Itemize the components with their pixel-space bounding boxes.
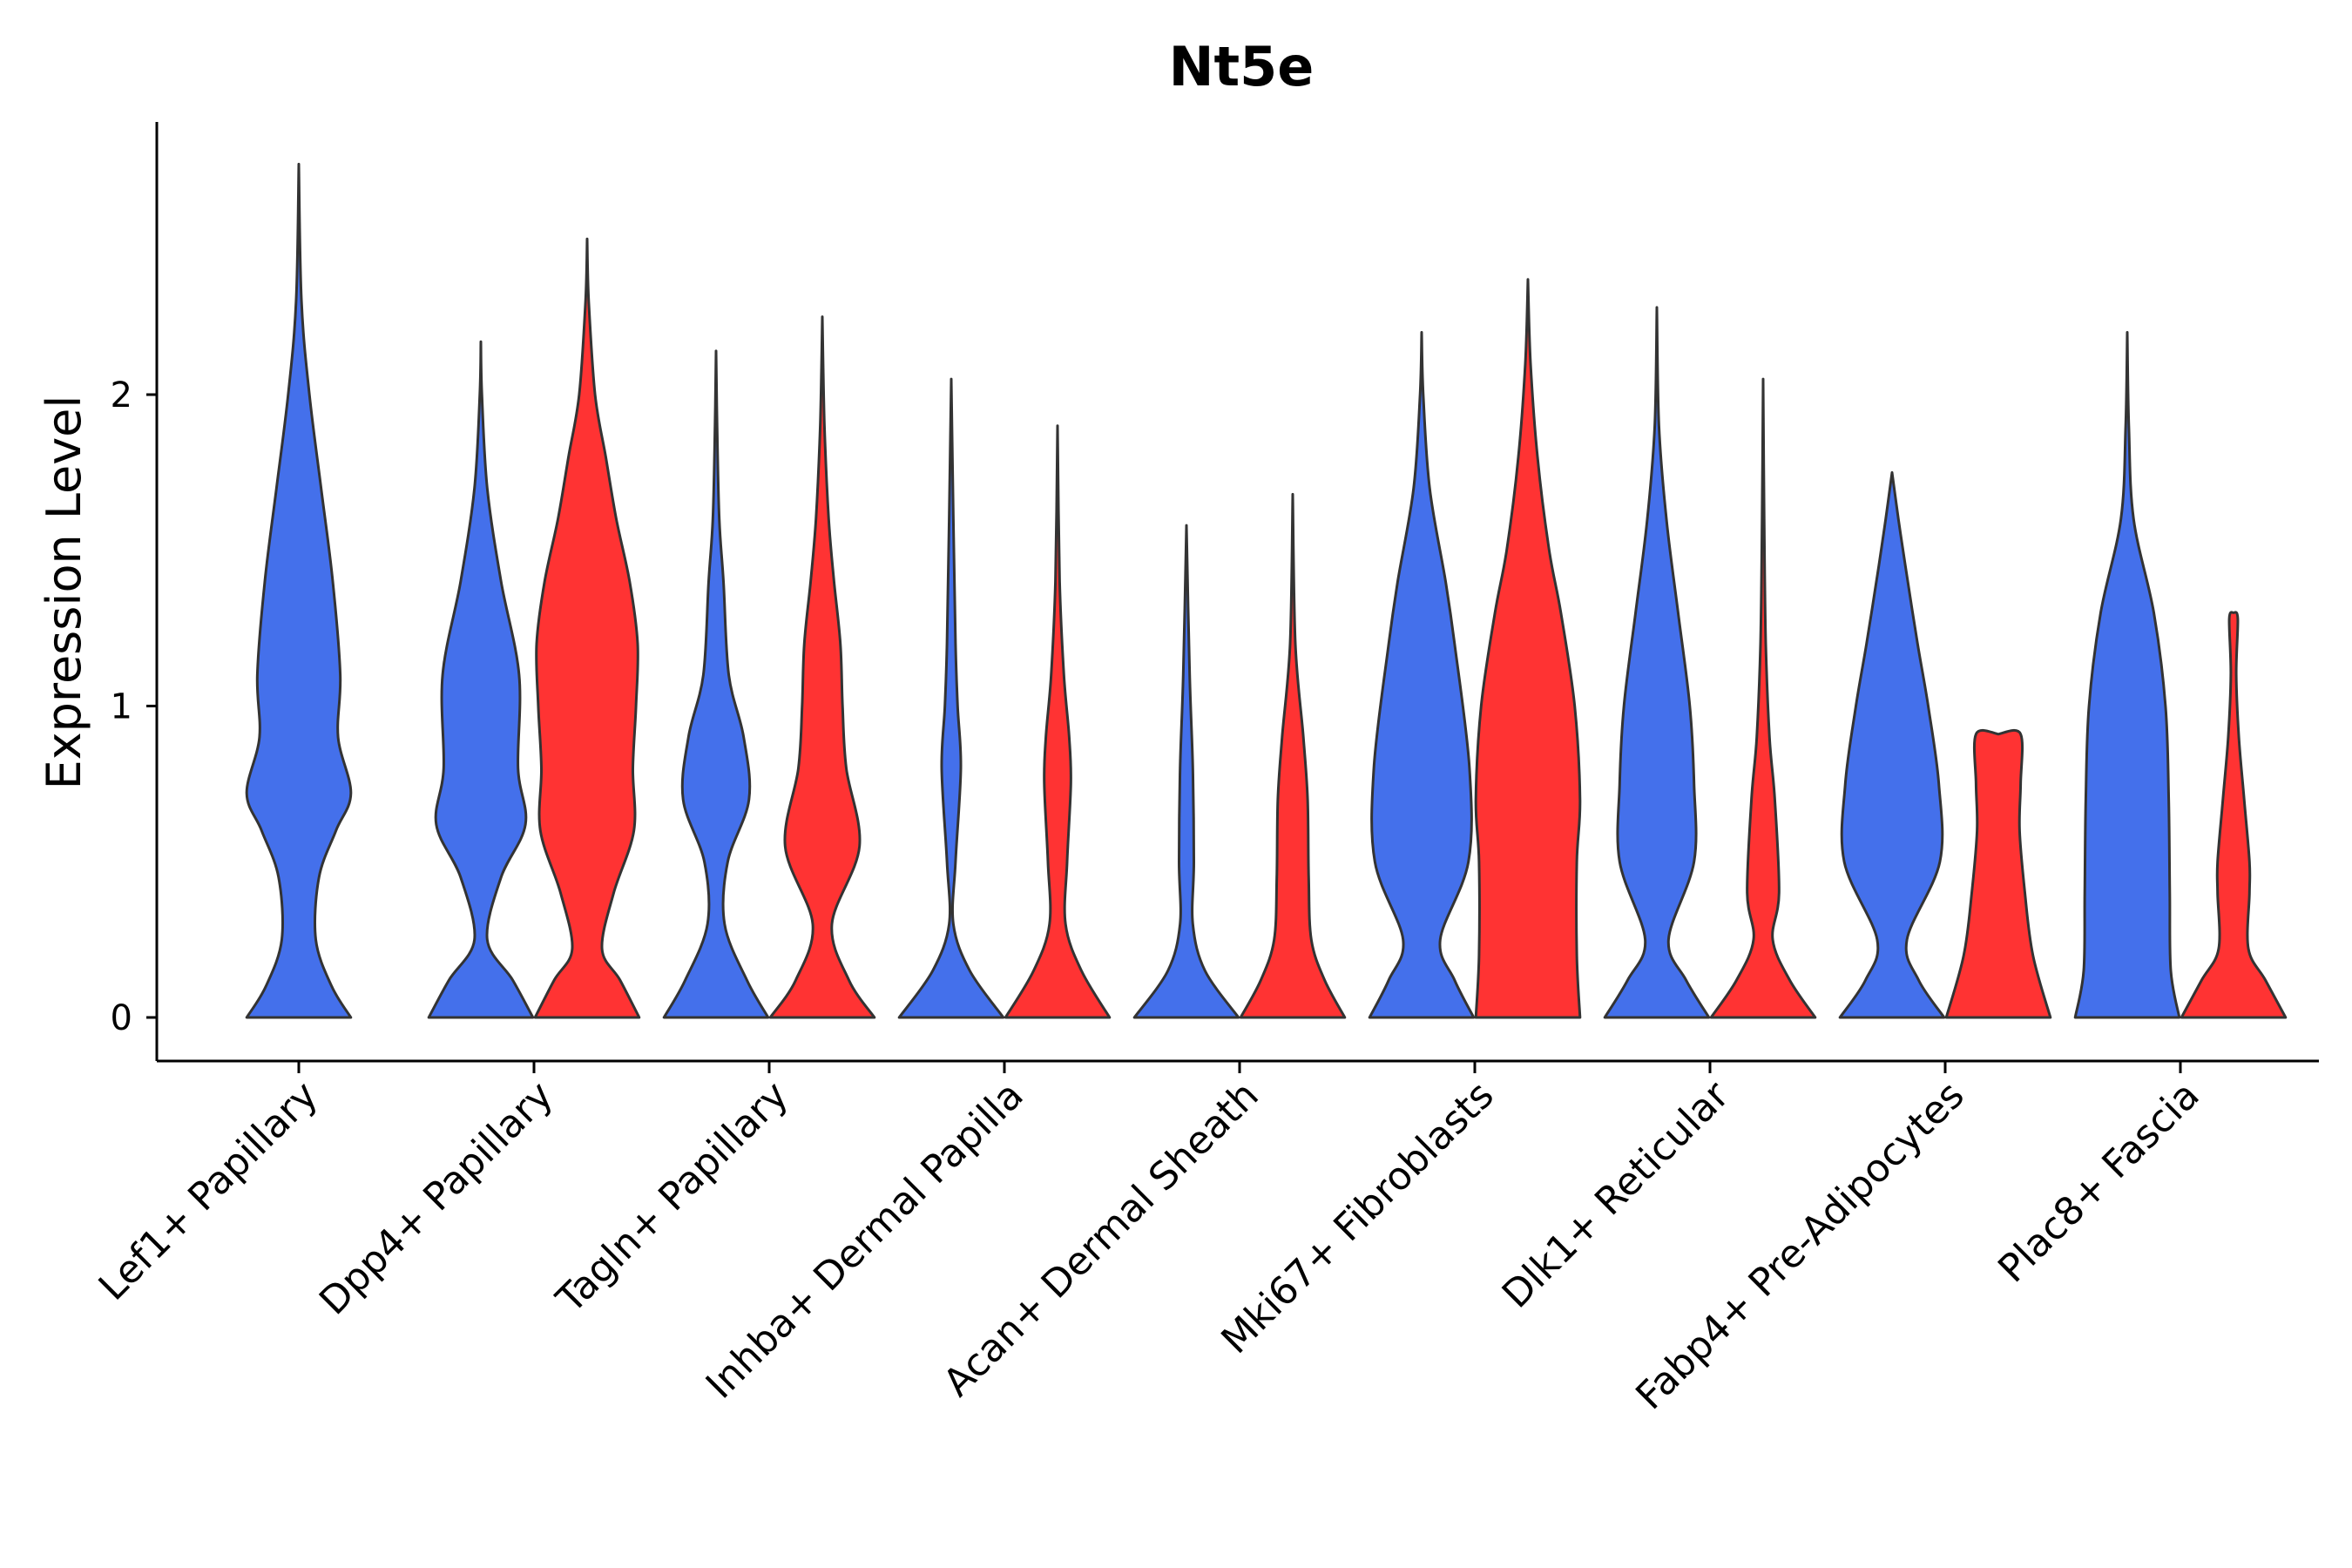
violin-inhba-dermal-papilla-group-1 <box>897 377 1005 1019</box>
violin-tagln-papillary-group-1 <box>662 349 770 1019</box>
violin-fabp4-pre-adipocytes-group-2 <box>1944 728 2052 1019</box>
x-tick-label-tagln-papillary: Tagln+ Papillary <box>548 1073 797 1322</box>
violin-dpp4-papillary-group-1 <box>427 340 535 1019</box>
violin-dlk1-reticular-group-1 <box>1603 306 1711 1019</box>
violin-mki67-fibroblasts-group-1 <box>1368 331 1476 1019</box>
x-tick-label-mki67-fibroblasts: Mki67+ Fibroblasts <box>1213 1073 1502 1362</box>
y-tick-label-1: 1 <box>111 687 132 727</box>
y-tick-label-0: 0 <box>111 998 132 1038</box>
violin-plac8-fascia-group-2 <box>2180 611 2288 1019</box>
y-axis-label: Expression Level <box>37 395 91 790</box>
violin-dpp4-papillary-group-2 <box>533 237 641 1019</box>
violin-mki67-fibroblasts-group-2 <box>1474 278 1582 1019</box>
violin-tagln-papillary-group-2 <box>768 315 876 1019</box>
violin-plac8-fascia-group-1 <box>2073 331 2181 1019</box>
violin-dlk1-reticular-group-2 <box>1709 377 1817 1019</box>
violin-layer <box>245 162 2288 1019</box>
x-tick-label-lef1-papillary: Lef1+ Papillary <box>91 1073 327 1309</box>
x-tick-label-plac8-fascia: Plac8+ Fascia <box>1990 1073 2208 1292</box>
violin-acan-dermal-sheath-group-1 <box>1132 524 1240 1019</box>
violin-inhba-dermal-papilla-group-2 <box>1004 424 1112 1019</box>
y-tick-label-2: 2 <box>111 375 132 416</box>
chart-title: Nt5e <box>1169 35 1315 98</box>
x-tick-label-dlk1-reticular: Dlk1+ Reticular <box>1494 1072 1739 1317</box>
x-tick-label-dpp4-papillary: Dpp4+ Papillary <box>311 1073 562 1324</box>
violin-acan-dermal-sheath-group-2 <box>1239 492 1347 1019</box>
y-ticks: 0 1 2 <box>111 375 157 1038</box>
violin-fabp4-pre-adipocytes-group-1 <box>1838 470 1946 1019</box>
violin-lef1-papillary-group-1 <box>245 162 353 1019</box>
